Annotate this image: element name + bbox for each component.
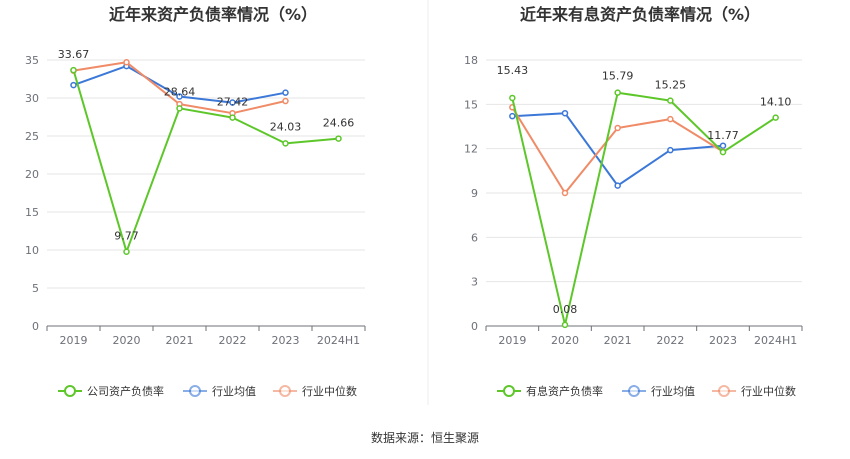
data-label: 15.25: [655, 79, 687, 92]
data-point: [719, 142, 727, 149]
data-point: [229, 99, 236, 106]
y-tick-label: 10: [25, 244, 39, 257]
data-point: [509, 112, 516, 120]
y-tick-label: 9: [471, 187, 478, 200]
x-tick-label: 2021: [166, 334, 194, 347]
y-tick-label: 35: [25, 54, 39, 67]
data-point: [176, 105, 183, 112]
y-tick-label: 12: [464, 143, 478, 156]
x-tick-label: 2019: [498, 334, 526, 347]
legend-label: 有息资产负债率: [526, 384, 603, 398]
data-label: 15.79: [602, 70, 634, 83]
legend-swatch-marker: [189, 385, 201, 397]
legend-label: 公司资产负债率: [87, 384, 164, 398]
data-point: [229, 114, 236, 121]
x-tick-label: 2024H1: [754, 334, 797, 347]
y-tick-label: 18: [464, 54, 478, 67]
legend-swatch-marker: [718, 385, 730, 397]
y-tick-label: 3: [471, 276, 478, 289]
chart-debt-ratio: 近年来资产负债率情况（%） 0 5 10 15 20 25 30 35 2019 2020 2021…: [25, 5, 366, 398]
data-point: [614, 89, 621, 96]
data-point: [614, 182, 621, 189]
series-line-company: [72, 69, 339, 253]
data-point: [772, 114, 779, 121]
data-point: [70, 66, 77, 74]
data-point: [667, 97, 674, 104]
x-tick-label: 2024H1: [317, 334, 360, 347]
data-point: [282, 140, 289, 147]
legend-swatch-marker: [279, 385, 291, 397]
x-tick-label: 2023: [272, 334, 300, 347]
data-point: [176, 93, 183, 100]
data-point: [282, 89, 289, 96]
data-label: 0.08: [553, 303, 578, 316]
y-tick-label: 6: [471, 231, 478, 244]
legend-item: 有息资产负债率: [497, 384, 603, 398]
legend-label: 行业均值: [651, 385, 695, 398]
x-tick-label: 2023: [709, 334, 737, 347]
y-tick-label: 20: [25, 168, 39, 181]
x-tick-label: 2022: [656, 334, 684, 347]
data-label: 9.77: [114, 230, 139, 243]
data-point: [614, 124, 621, 132]
data-point: [667, 146, 674, 154]
data-point: [561, 321, 569, 329]
series-line-company: [511, 91, 777, 326]
data-point: [282, 97, 289, 105]
y-tick-label: 30: [25, 92, 39, 105]
chart-title: 近年来资产负债率情况（%）: [109, 5, 317, 24]
x-tick-label: 2019: [60, 334, 88, 347]
legend-item: 行业中位数: [273, 384, 357, 398]
data-label: 11.77: [707, 129, 739, 142]
data-label: 24.66: [323, 117, 355, 130]
legend-label: 行业均值: [212, 385, 256, 398]
x-tick-label: 2022: [219, 334, 247, 347]
data-point: [561, 109, 569, 117]
chart-interest-debt-ratio: 近年来有息资产负债率情况（%） 0 3 6 9 12 15 18 2019 2020 2021 20…: [464, 5, 803, 398]
data-label: 14.10: [760, 96, 792, 109]
data-point: [561, 189, 569, 197]
legend-item: 行业中位数: [712, 384, 796, 398]
y-tick-label: 0: [471, 320, 478, 333]
x-tick-label: 2021: [604, 334, 632, 347]
y-tick-label: 5: [32, 282, 39, 295]
legend-label: 行业中位数: [302, 384, 357, 398]
x-tick-label: 2020: [551, 334, 579, 347]
legend-item: 行业均值: [183, 385, 256, 398]
y-tick-label: 15: [25, 206, 39, 219]
data-label: 24.03: [270, 120, 302, 133]
legend-label: 行业中位数: [741, 384, 796, 398]
data-point: [509, 94, 516, 102]
data-point: [123, 248, 130, 255]
data-label: 27.42: [217, 96, 249, 109]
data-label: 15.43: [497, 64, 529, 77]
legend-item: 公司资产负债率: [58, 384, 164, 398]
y-tick-label: 15: [464, 98, 478, 111]
legend-swatch-marker: [503, 385, 515, 397]
data-point: [335, 135, 342, 142]
data-label: 28.64: [164, 85, 196, 98]
series-line-industry-average: [512, 112, 724, 187]
data-point: [719, 148, 727, 156]
data-point: [667, 115, 674, 123]
y-tick-label: 0: [32, 320, 39, 333]
y-tick-label: 25: [25, 130, 39, 143]
data-point: [123, 59, 130, 66]
x-tick-label: 2020: [113, 334, 141, 347]
data-point: [70, 81, 77, 89]
data-label: 33.67: [58, 48, 90, 61]
data-source: 数据来源：恒生聚源: [371, 430, 479, 445]
legend-item: 行业均值: [622, 385, 695, 398]
legend-swatch-marker: [628, 385, 640, 397]
legend-swatch-marker: [64, 385, 76, 397]
chart-title: 近年来有息资产负债率情况（%）: [520, 5, 760, 24]
